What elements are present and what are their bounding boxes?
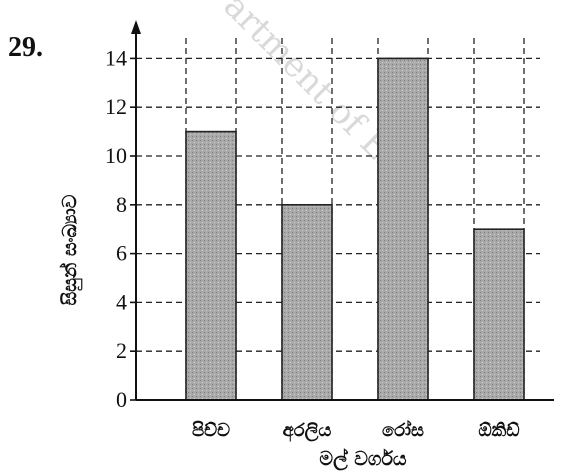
- y-tick-label: 0: [116, 387, 127, 412]
- bar-3: [377, 57, 429, 401]
- y-tick-label: 12: [105, 94, 127, 119]
- y-tick-label: 4: [116, 289, 127, 314]
- y-tick-label: 10: [105, 143, 127, 168]
- y-tick-labels: 0 2 4 6 8 10 12 14: [105, 45, 136, 412]
- x-category-label: පිච්ච: [192, 420, 230, 441]
- question-number: 29.: [8, 32, 43, 63]
- y-axis-label: සිසුන් සංඛ්‍යාව: [59, 194, 84, 305]
- x-category-label: ඕකිඩ්: [478, 420, 519, 441]
- bar-1: [185, 130, 237, 401]
- x-category-label: රෝස: [382, 419, 424, 441]
- x-category-label: අරලිය: [283, 420, 332, 442]
- bar-4: [473, 228, 525, 401]
- y-tick-label: 2: [116, 338, 127, 363]
- y-tick-label: 14: [105, 45, 127, 70]
- y-tick-label: 8: [116, 192, 127, 217]
- x-category-labels: පිච්ච අරලිය රෝස ඕකිඩ්: [192, 419, 520, 442]
- y-tick-label: 6: [116, 241, 127, 266]
- y-axis-arrow: [131, 20, 141, 34]
- bars: [185, 57, 525, 401]
- x-axis-label: මල් වර්ගය: [319, 448, 406, 471]
- axes: [131, 20, 554, 401]
- bar-2: [281, 204, 333, 401]
